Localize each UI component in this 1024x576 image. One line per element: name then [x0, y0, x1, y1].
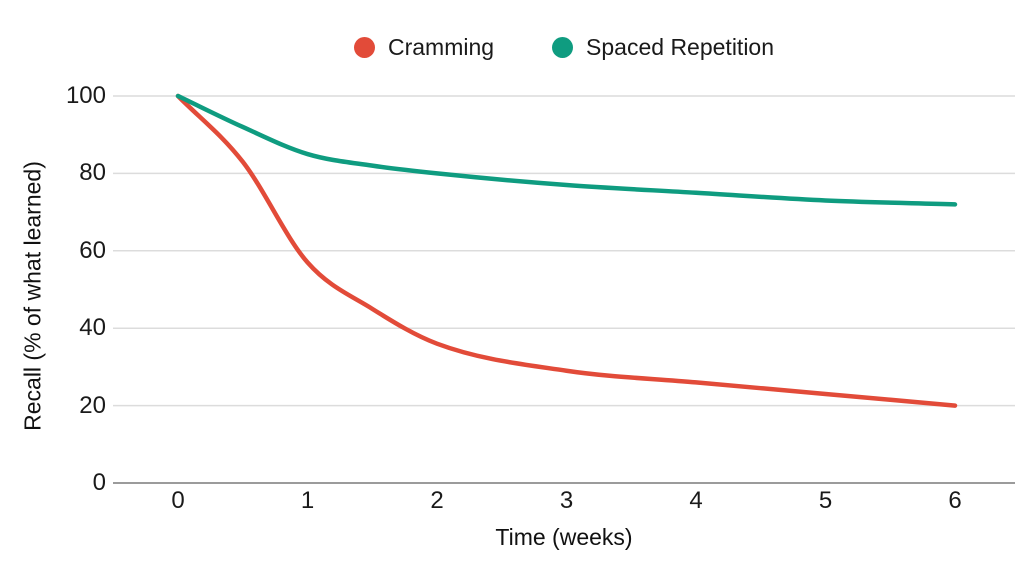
legend-label-cramming: Cramming [387, 34, 495, 60]
y-tick-label: 0 [92, 469, 106, 496]
y-tick-label: 40 [79, 314, 106, 342]
y-tick-label: 100 [65, 82, 106, 109]
x-tick-label: 4 [689, 487, 703, 514]
legend: Cramming Spaced Repetition [113, 34, 1015, 61]
legend-item-cramming: Cramming [353, 34, 495, 61]
x-tick-label: 6 [948, 487, 962, 514]
y-tick-label: 80 [79, 159, 106, 187]
x-tick-label: 5 [818, 487, 833, 514]
legend-item-spaced-repetition: Spaced Repetition [552, 34, 774, 61]
x-tick-label: 0 [171, 487, 185, 514]
x-tick-label: 1 [300, 487, 315, 514]
x-axis-title: Time (weeks) [495, 524, 633, 550]
y-tick-label: 60 [79, 236, 106, 264]
y-tick-label: 20 [79, 391, 106, 419]
legend-label-spaced-repetition: Spaced Repetition [586, 34, 775, 60]
x-tick-label: 3 [559, 487, 574, 514]
series-line-cramming [175, 93, 958, 408]
legend-dot-spaced-repetition-icon [552, 37, 574, 58]
series-line-spaced-repetition [175, 93, 958, 207]
x-tick-label: 2 [430, 487, 444, 514]
legend-dot-cramming-icon [353, 37, 375, 58]
